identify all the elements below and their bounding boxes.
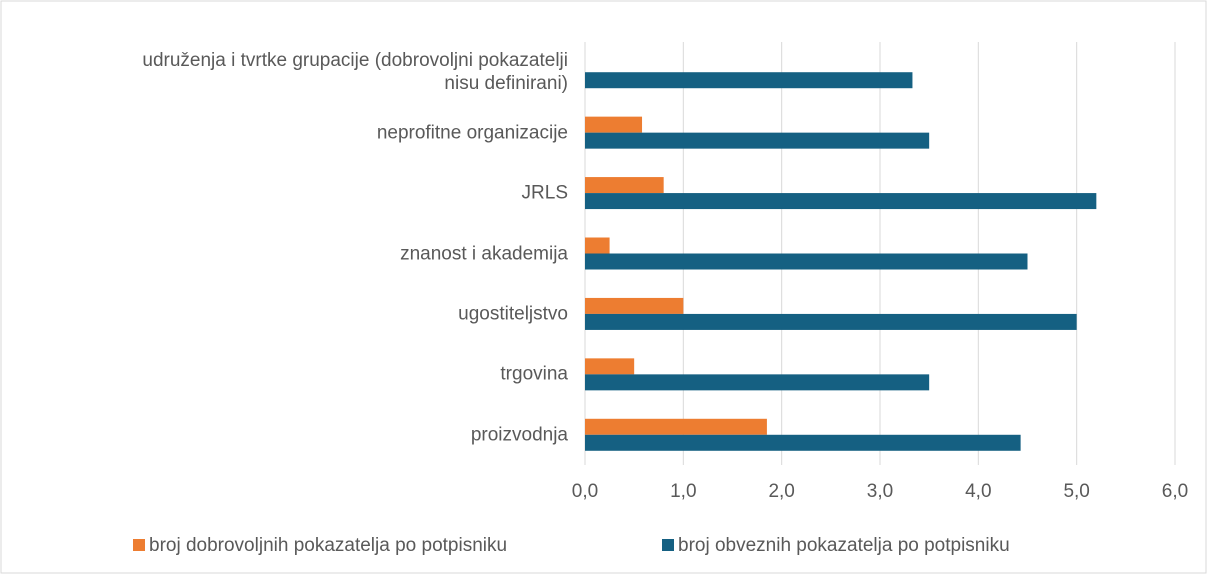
bar — [585, 374, 930, 391]
bar — [585, 313, 1077, 330]
bar — [585, 434, 1021, 451]
x-tick-label: 6,0 — [1162, 481, 1188, 502]
bar — [585, 358, 635, 375]
x-tick-label: 3,0 — [867, 481, 893, 502]
bar — [585, 418, 767, 435]
x-tick-label: 1,0 — [670, 481, 696, 502]
bar — [585, 177, 664, 194]
bar — [585, 297, 684, 314]
legend-label: broj obveznih pokazatelja po potpisniku — [678, 535, 1010, 556]
x-tick-label: 4,0 — [965, 481, 991, 502]
y-tick-label: udruženja i tvrtke grupacije (dobrovoljn… — [142, 50, 568, 95]
bar — [585, 253, 1028, 270]
y-tick-label: JRLS — [521, 182, 568, 204]
x-tick-label: 0,0 — [572, 481, 598, 502]
bar — [585, 132, 930, 149]
x-tick-label: 2,0 — [768, 481, 794, 502]
legend-label: broj dobrovoljnih pokazatelja po potpisn… — [149, 535, 507, 556]
bar — [585, 72, 913, 89]
y-tick-label: neprofitne organizacije — [376, 122, 568, 144]
y-tick-label: proizvodnja — [470, 424, 568, 446]
y-tick-label: trgovina — [500, 363, 568, 385]
bar — [585, 116, 643, 133]
x-tick-label: 5,0 — [1063, 481, 1089, 502]
legend-swatch — [662, 539, 674, 551]
bar — [585, 193, 1097, 210]
y-tick-label: znanost i akademija — [400, 243, 568, 264]
y-tick-label: ugostiteljstvo — [458, 303, 568, 325]
bar — [585, 237, 610, 254]
legend-swatch — [133, 539, 145, 551]
